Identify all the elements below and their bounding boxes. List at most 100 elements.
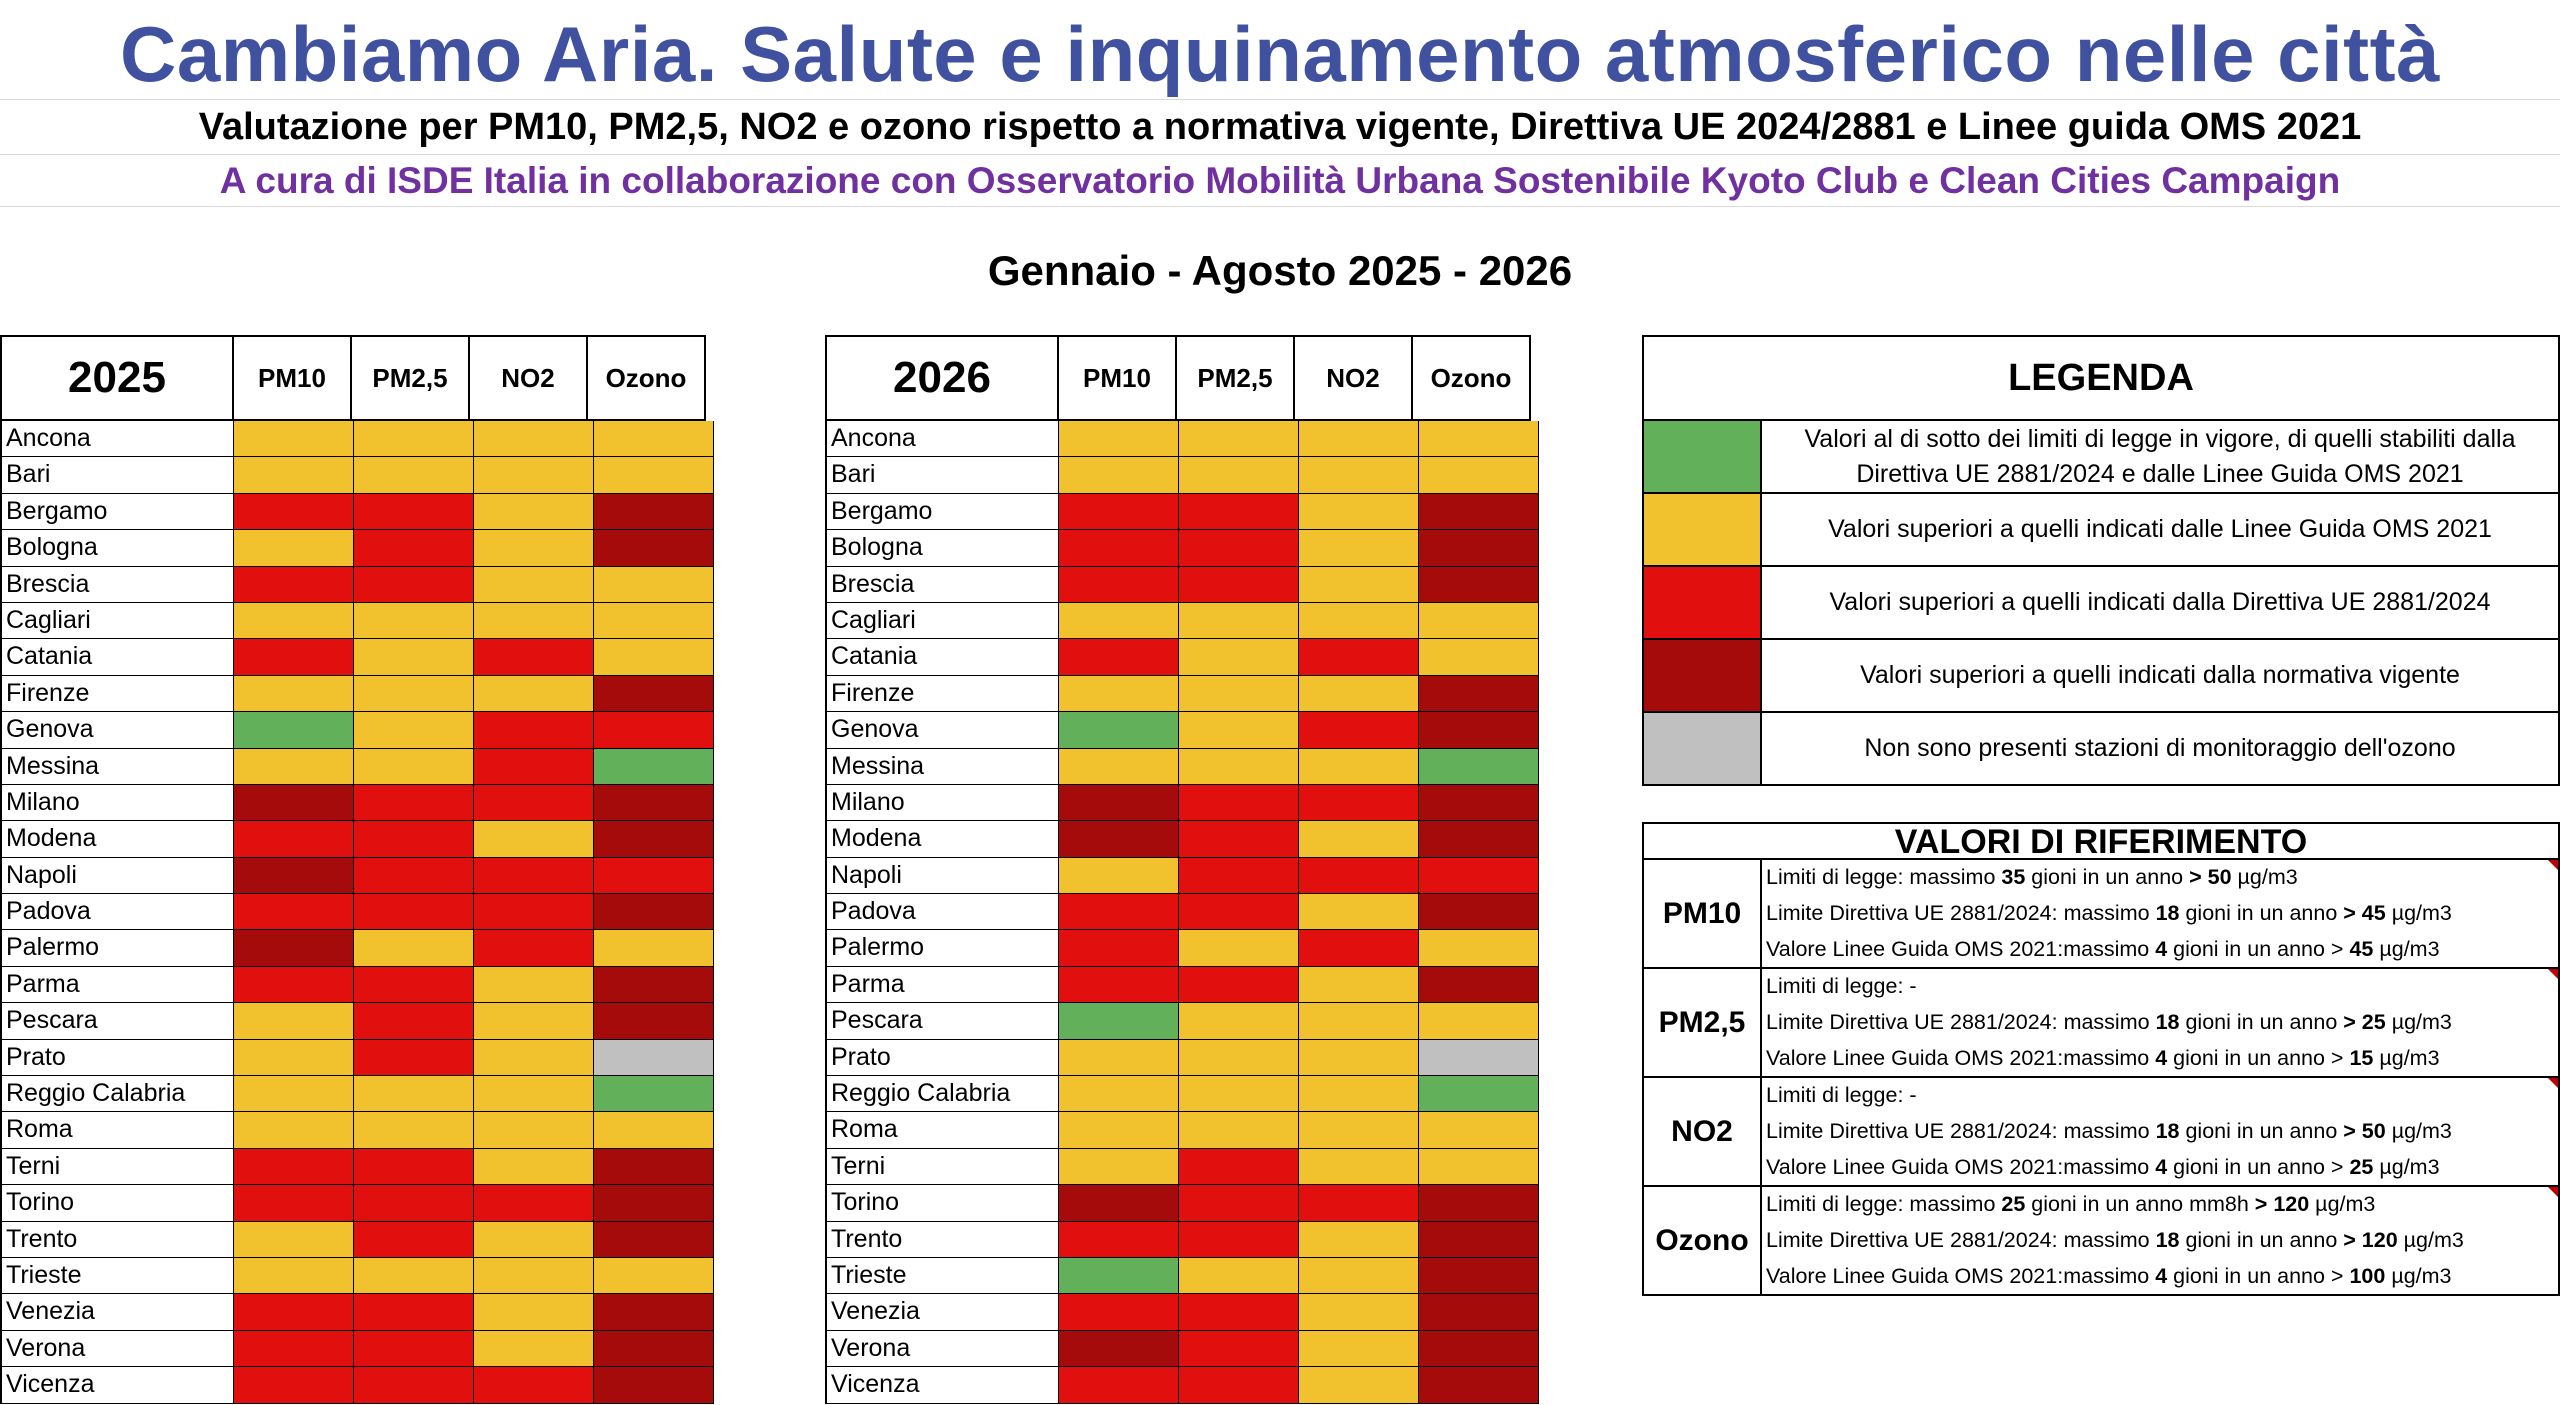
- column-header: PM10: [1057, 335, 1177, 421]
- status-cell: [1179, 1294, 1299, 1331]
- status-cell: [474, 493, 594, 531]
- status-cell: [594, 1367, 714, 1404]
- status-cell: [1059, 602, 1179, 640]
- status-cell: [1059, 1294, 1179, 1331]
- status-cell: [354, 493, 474, 531]
- status-cell: [1299, 1112, 1419, 1149]
- status-cell: [234, 894, 354, 931]
- city-name: Roma: [825, 1112, 1059, 1149]
- status-cell: [1419, 1367, 1539, 1404]
- status-cell: [1179, 1148, 1299, 1186]
- reference-line: Valore Linee Guida OMS 2021:massimo 4 gi…: [1766, 1154, 2440, 1179]
- legend-text: Valori superiori a quelli indicati dalla…: [1829, 588, 2491, 616]
- table-row: Prato: [825, 1039, 1539, 1077]
- status-cell: [354, 530, 474, 567]
- status-cell: [1299, 784, 1419, 822]
- status-cell: [234, 1221, 354, 1258]
- city-name: Venezia: [0, 1294, 234, 1331]
- status-cell: [1059, 821, 1179, 858]
- pollutant-name: Ozono: [1644, 1187, 1762, 1294]
- reference-row: PM10 Limiti di legge: massimo 35 gioni in…: [1642, 860, 2560, 969]
- table-row: Cagliari: [0, 602, 714, 640]
- city-name: Bergamo: [825, 493, 1059, 531]
- table-row: Napoli: [0, 857, 714, 895]
- status-cell: [1179, 1185, 1299, 1222]
- status-cell: [594, 530, 714, 567]
- status-cell: [354, 966, 474, 1004]
- status-cell: [474, 457, 594, 494]
- credits: A cura di ISDE Italia in collaborazione …: [0, 155, 2560, 207]
- table-row: Prato: [0, 1039, 714, 1077]
- table-row: Vicenza: [825, 1367, 1539, 1404]
- status-cell: [1299, 1294, 1419, 1331]
- status-cell: [474, 1294, 594, 1331]
- status-cell: [354, 1148, 474, 1186]
- table-2026: 2026 PM10 PM2,5 NO2 Ozono Ancona Bari Bergamo Bo…: [825, 335, 1539, 1404]
- status-cell: [234, 712, 354, 749]
- status-cell: [1299, 1185, 1419, 1222]
- status-cell: [1299, 530, 1419, 567]
- city-name: Vicenza: [825, 1367, 1059, 1404]
- status-cell: [594, 821, 714, 858]
- status-cell: [594, 1076, 714, 1113]
- status-cell: [1419, 894, 1539, 931]
- status-cell: [474, 966, 594, 1004]
- status-cell: [234, 748, 354, 785]
- legend: LEGENDA Valori al di sotto dei limiti di…: [1642, 335, 2560, 786]
- status-cell: [1419, 821, 1539, 858]
- status-cell: [594, 1257, 714, 1295]
- status-cell: [1299, 712, 1419, 749]
- city-name: Bologna: [0, 530, 234, 567]
- status-cell: [1299, 1330, 1419, 1368]
- table-row: Pescara: [0, 1003, 714, 1040]
- status-cell: [1419, 421, 1539, 458]
- page-subtitle: Valutazione per PM10, PM2,5, NO2 e ozono…: [0, 100, 2560, 155]
- comment-marker-icon: [2548, 860, 2558, 870]
- status-cell: [1419, 639, 1539, 676]
- status-cell: [1299, 639, 1419, 676]
- table-row: Verona: [0, 1330, 714, 1368]
- table-row: Firenze: [825, 675, 1539, 713]
- status-cell: [594, 1330, 714, 1368]
- status-cell: [1179, 493, 1299, 531]
- status-cell: [474, 602, 594, 640]
- status-cell: [354, 1330, 474, 1368]
- status-cell: [594, 712, 714, 749]
- city-name: Verona: [0, 1330, 234, 1368]
- status-cell: [234, 1039, 354, 1077]
- status-cell: [594, 602, 714, 640]
- status-cell: [1059, 930, 1179, 967]
- table-row: Reggio Calabria: [0, 1076, 714, 1113]
- status-cell: [354, 566, 474, 603]
- status-cell: [1059, 1039, 1179, 1077]
- city-name: Padova: [825, 894, 1059, 931]
- city-name: Milano: [825, 784, 1059, 822]
- reference-lines: Limiti di legge: - Limite Direttiva UE 28…: [1762, 1078, 2558, 1185]
- column-header: PM10: [232, 335, 352, 421]
- reference-row: NO2 Limiti di legge: - Limite Direttiva UE…: [1642, 1078, 2560, 1187]
- status-cell: [354, 1076, 474, 1113]
- status-cell: [1059, 712, 1179, 749]
- status-cell: [1299, 1257, 1419, 1295]
- status-cell: [1059, 1185, 1179, 1222]
- status-cell: [1179, 821, 1299, 858]
- city-name: Genova: [825, 712, 1059, 749]
- status-cell: [1299, 821, 1419, 858]
- table-row: Terni: [0, 1148, 714, 1186]
- status-cell: [474, 1112, 594, 1149]
- legend-swatch: [1644, 494, 1762, 565]
- table-row: Trento: [0, 1221, 714, 1258]
- status-cell: [1179, 894, 1299, 931]
- table-row: Napoli: [825, 857, 1539, 895]
- status-cell: [1299, 1039, 1419, 1077]
- table-row: Trieste: [0, 1257, 714, 1295]
- status-cell: [1299, 602, 1419, 640]
- status-cell: [1419, 857, 1539, 895]
- status-cell: [1299, 1148, 1419, 1186]
- reference-line: Limite Direttiva UE 2881/2024: massimo 1…: [1766, 1009, 2452, 1034]
- status-cell: [1419, 1076, 1539, 1113]
- table-row: Terni: [825, 1148, 1539, 1186]
- status-cell: [1179, 748, 1299, 785]
- city-name: Roma: [0, 1112, 234, 1149]
- status-cell: [474, 930, 594, 967]
